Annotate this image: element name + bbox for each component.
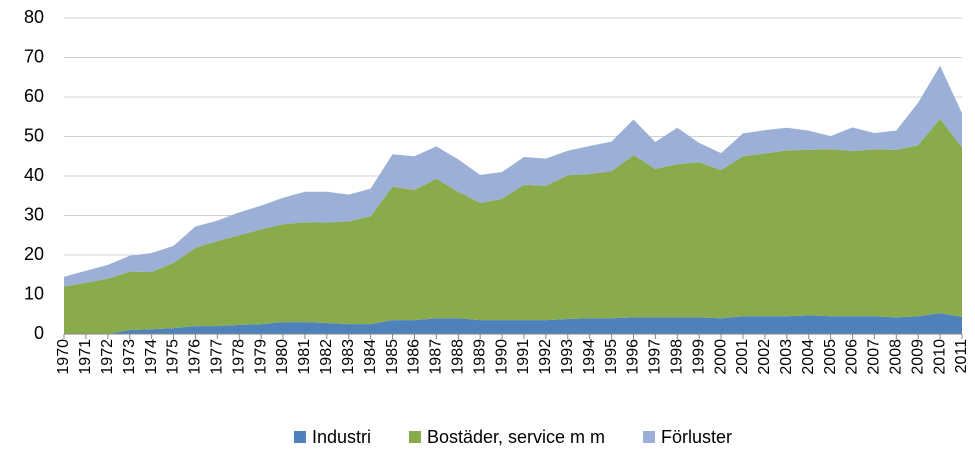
legend-swatch	[643, 431, 656, 443]
y-tick-label: 80	[24, 7, 44, 27]
y-tick-label: 40	[24, 165, 44, 185]
x-tick-label: 1971	[77, 339, 94, 375]
x-tick-label: 1973	[121, 339, 138, 375]
x-tick-label: 1987	[428, 339, 445, 375]
x-tick-label: 2002	[756, 339, 773, 375]
x-tick-label: 1974	[143, 339, 160, 375]
x-tick-label: 1976	[187, 339, 204, 375]
x-tick-label: 2001	[734, 339, 751, 375]
x-tick-label: 1980	[274, 339, 291, 375]
x-tick-label: 1995	[603, 339, 620, 375]
area	[64, 65, 962, 287]
x-tick-label: 1978	[230, 339, 247, 375]
y-tick-label: 60	[24, 86, 44, 106]
x-tick-label: 2010	[931, 339, 948, 375]
x-tick-label: 1999	[690, 339, 707, 375]
x-tick-label: 1984	[362, 339, 379, 375]
x-tick-label: 2003	[778, 339, 795, 375]
x-tick-label: 2009	[909, 339, 926, 375]
x-tick-label: 1977	[209, 339, 226, 375]
x-tick-label: 1991	[515, 339, 532, 375]
x-tick-label: 2007	[866, 339, 883, 375]
x-tick-label: 1990	[493, 339, 510, 375]
x-tick-label: 2004	[800, 339, 817, 375]
x-tick-label: 1982	[318, 339, 335, 375]
x-tick-label: 2011	[953, 339, 970, 374]
legend-swatch	[293, 431, 306, 443]
x-tick-label: 1983	[340, 339, 357, 375]
area	[64, 313, 962, 334]
y-tick-label: 30	[24, 204, 44, 224]
x-tick-label: 1996	[625, 339, 642, 375]
x-tick-label: 2006	[844, 339, 861, 375]
x-tick-label: 1988	[449, 339, 466, 375]
x-tick-label: 1986	[406, 339, 423, 375]
x-tick-label: 1994	[581, 339, 598, 375]
legend-label: Förluster	[661, 427, 732, 447]
y-tick-label: 10	[24, 283, 44, 303]
x-tick-label: 1972	[99, 339, 116, 375]
x-tick-label: 2005	[822, 339, 839, 375]
y-tick-label: 20	[24, 244, 44, 264]
x-tick-label: 1998	[668, 339, 685, 375]
x-tick-label: 1993	[559, 339, 576, 375]
y-tick-label: 0	[34, 323, 44, 343]
x-tick-label: 1981	[296, 339, 313, 375]
x-tick-label: 1975	[165, 339, 182, 375]
x-tick-label: 2000	[712, 339, 729, 375]
x-tick-label: 1989	[471, 339, 488, 375]
area	[64, 118, 962, 334]
x-tick-label: 1992	[537, 339, 554, 375]
x-tick-label: 1979	[252, 339, 269, 375]
legend-label: Bostäder, service m m	[427, 427, 605, 447]
legend-swatch	[408, 431, 421, 443]
x-tick-label: 1985	[384, 339, 401, 375]
x-tick-label: 1970	[55, 339, 72, 375]
legend-label: Industri	[312, 427, 371, 447]
y-tick-label: 70	[24, 46, 44, 66]
x-tick-label: 1997	[647, 339, 664, 375]
y-tick-label: 50	[24, 125, 44, 145]
x-tick-label: 2008	[888, 339, 905, 375]
